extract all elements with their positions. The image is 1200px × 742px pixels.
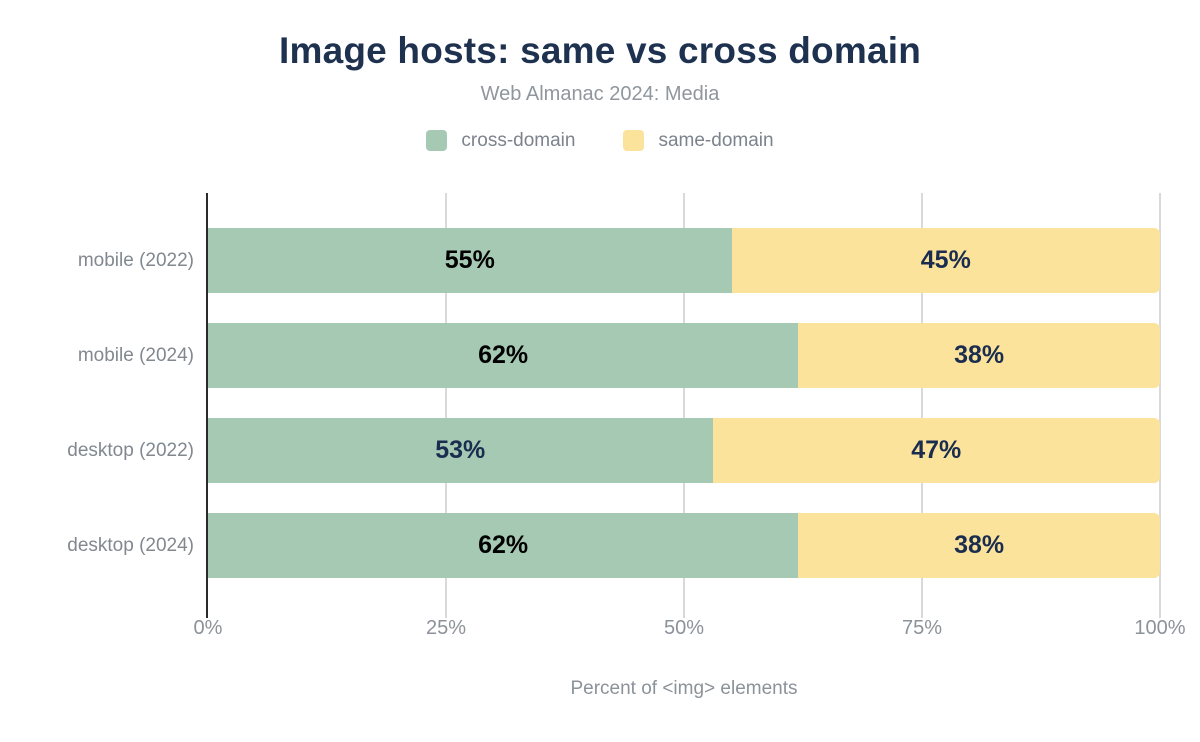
x-tick-label: 75%	[901, 617, 943, 639]
legend-swatch-icon	[623, 130, 645, 152]
bar-segment-cross-domain: 62%	[208, 513, 799, 578]
gridline	[921, 193, 923, 618]
gridline	[445, 193, 447, 618]
data-label: 38%	[954, 531, 1005, 559]
bar-segment-cross-domain: 62%	[208, 323, 799, 388]
bar-row: 62% 38%	[208, 513, 1160, 578]
bar-segment-cross-domain: 55%	[208, 228, 732, 293]
bar-segment-same-domain: 38%	[798, 323, 1160, 388]
category-label: mobile (2022)	[77, 249, 194, 271]
y-axis-line	[206, 193, 208, 618]
data-label: 47%	[911, 436, 962, 464]
data-label: 53%	[435, 436, 486, 464]
bar-row: 62% 38%	[208, 323, 1160, 388]
legend: cross-domain same-domain	[0, 130, 1200, 152]
data-label: 62%	[478, 341, 529, 369]
legend-item-same-domain: same-domain	[623, 129, 774, 152]
legend-item-cross-domain: cross-domain	[426, 130, 575, 152]
data-label: 62%	[478, 531, 529, 559]
x-tick-label: 25%	[425, 617, 467, 639]
bar-row: 53% 47%	[208, 418, 1160, 483]
x-tick-label: 100%	[1134, 617, 1186, 639]
chart-title: Image hosts: same vs cross domain	[278, 30, 921, 71]
gridline	[683, 193, 685, 618]
bar-segment-same-domain: 47%	[712, 418, 1160, 483]
x-axis-label: Percent of <img> elements	[570, 678, 798, 699]
plot-area: mobile (2022) 55% 45% mobile (2024) 62% 38% de…	[67, 193, 1161, 618]
chart-subtitle: Web Almanac 2024: Media	[480, 82, 720, 105]
bar-segment-cross-domain: 53%	[208, 418, 713, 483]
legend-label: same-domain	[658, 129, 774, 151]
bar-row: 55% 45%	[208, 228, 1160, 293]
x-tick-label: 0%	[193, 617, 223, 639]
data-label: 38%	[954, 341, 1005, 369]
category-label: desktop (2024)	[67, 534, 194, 556]
legend-label: cross-domain	[461, 129, 576, 151]
x-tick-label: 50%	[663, 617, 705, 639]
data-label: 45%	[920, 246, 971, 274]
x-axis-ticks: 0% 25% 50% 75% 100%	[194, 617, 1186, 643]
bar-segment-same-domain: 38%	[798, 513, 1160, 578]
legend-swatch-icon	[426, 130, 448, 152]
data-label: 55%	[444, 246, 495, 274]
gridline	[1159, 193, 1161, 618]
category-label: desktop (2022)	[67, 439, 194, 461]
bar-segment-same-domain: 45%	[731, 228, 1160, 293]
category-label: mobile (2024)	[77, 344, 194, 366]
